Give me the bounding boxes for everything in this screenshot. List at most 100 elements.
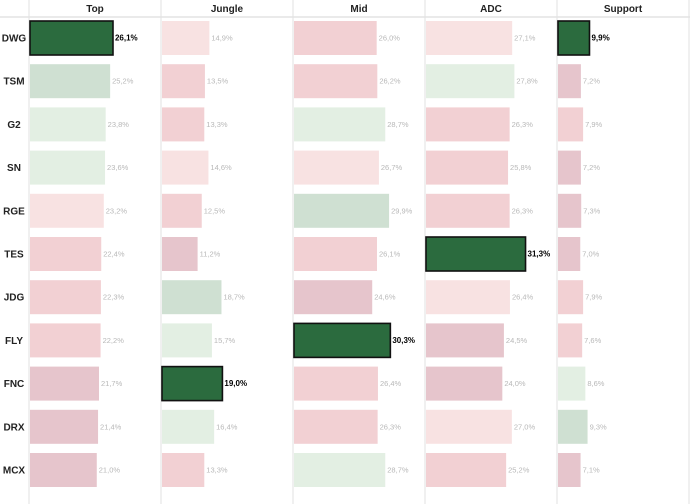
bar-drx-mid [294,409,378,444]
bar-fly-support [558,323,583,358]
value-label-rge-support: 7,3% [583,206,600,215]
bar-dwg-mid [294,21,377,55]
column-header-support: Support [604,4,643,15]
value-label-dwg-mid: 26,0% [379,34,401,43]
value-label-sn-mid: 26,7% [381,163,403,172]
bar-jdg-mid [294,280,373,315]
bar-tes-adc [425,236,527,272]
bar-tes-support [558,237,581,271]
value-label-jdg-support: 7,9% [585,293,602,302]
bar-sn-adc [426,150,509,185]
bar-fly-top [30,323,101,358]
bar-fnc-mid [294,366,378,401]
bar-sn-jungle [162,150,209,185]
column-header-mid: Mid [350,4,367,15]
value-label-fnc-jungle: 19,0% [224,379,247,388]
bar-rge-adc [426,193,510,228]
bar-jdg-adc [426,280,510,315]
bar-drx-support [558,409,588,444]
bar-dwg-top [29,20,114,56]
bar-sn-mid [294,150,379,185]
value-label-rge-mid: 29,9% [391,206,413,215]
bar-rge-jungle [162,193,202,228]
value-label-drx-top: 21,4% [100,422,122,431]
team-label-tsm: TSM [3,77,24,88]
value-label-tes-mid: 26,1% [379,250,401,259]
value-label-drx-adc: 27,0% [514,422,536,431]
bar-g2-jungle [162,107,205,142]
bar-g2-adc [426,107,510,142]
bar-fnc-adc [426,366,503,401]
bar-rge-support [558,193,582,228]
value-label-dwg-jungle: 14,9% [211,34,233,43]
team-label-rge: RGE [3,206,25,217]
bar-tsm-adc [426,64,515,99]
bar-g2-mid [294,107,386,142]
value-label-jdg-mid: 24,6% [374,293,396,302]
team-label-dwg: DWG [2,34,27,45]
bar-drx-adc [426,409,512,444]
column-header-jungle: Jungle [211,4,244,15]
bar-mcx-support [558,453,581,487]
bar-jdg-support [558,280,584,315]
value-label-fly-adc: 24,5% [506,336,528,345]
team-label-fly: FLY [5,336,23,347]
bar-dwg-support [557,20,591,56]
value-label-g2-top: 23,8% [108,120,130,129]
value-label-sn-jungle: 14,6% [210,163,232,172]
bar-rge-top [30,193,104,228]
value-label-tes-support: 7,0% [582,250,599,259]
value-label-tsm-mid: 26,2% [379,77,401,86]
team-label-drx: DRX [3,422,24,433]
column-header-top: Top [86,4,104,15]
value-label-mcx-adc: 25,2% [508,466,530,475]
bar-drx-jungle [162,409,215,444]
value-label-g2-mid: 28,7% [387,120,409,129]
team-label-jdg: JDG [4,293,25,304]
bar-fnc-support [558,366,586,401]
value-label-tes-adc: 31,3% [528,250,551,259]
value-label-jdg-jungle: 18,7% [223,293,245,302]
value-label-dwg-top: 26,1% [115,34,138,43]
bar-jdg-top [30,280,101,315]
value-label-rge-top: 23,2% [106,206,128,215]
bar-mcx-top [30,453,97,487]
bar-tes-top [30,237,102,271]
bar-sn-support [558,150,581,185]
bar-dwg-adc [426,21,513,55]
value-label-fnc-support: 8,6% [587,379,604,388]
value-label-drx-support: 9,3% [590,422,607,431]
value-label-fly-jungle: 15,7% [214,336,236,345]
bar-tsm-jungle [162,64,205,99]
bar-tsm-mid [294,64,378,99]
team-label-fnc: FNC [4,379,25,390]
value-label-g2-support: 7,9% [585,120,602,129]
value-label-fnc-mid: 26,4% [380,379,402,388]
bar-tes-mid [294,237,377,271]
value-label-fnc-top: 21,7% [101,379,123,388]
value-label-jdg-top: 22,3% [103,293,125,302]
value-label-sn-support: 7,2% [583,163,600,172]
bar-g2-top [30,107,106,142]
value-label-mcx-jungle: 13,3% [206,466,228,475]
bar-tsm-top [30,64,111,99]
value-label-g2-adc: 26,3% [512,120,534,129]
value-label-fly-top: 22,2% [103,336,125,345]
team-label-g2: G2 [7,120,21,131]
value-label-drx-mid: 26,3% [380,422,402,431]
value-label-tsm-adc: 27,8% [516,77,538,86]
value-label-tsm-jungle: 13,5% [207,77,229,86]
bar-jdg-jungle [162,280,222,315]
value-label-tes-jungle: 11,2% [200,250,221,259]
column-header-adc: ADC [480,4,502,15]
team-label-sn: SN [7,163,21,174]
bar-tes-jungle [162,237,198,271]
value-label-mcx-mid: 28,7% [387,466,409,475]
value-label-tes-top: 22,4% [103,250,125,259]
bar-dwg-jungle [162,21,210,55]
value-label-fly-mid: 30,3% [392,336,415,345]
bar-mcx-jungle [162,453,205,487]
value-label-rge-jungle: 12,5% [204,206,226,215]
value-label-tsm-top: 25,2% [112,77,134,86]
